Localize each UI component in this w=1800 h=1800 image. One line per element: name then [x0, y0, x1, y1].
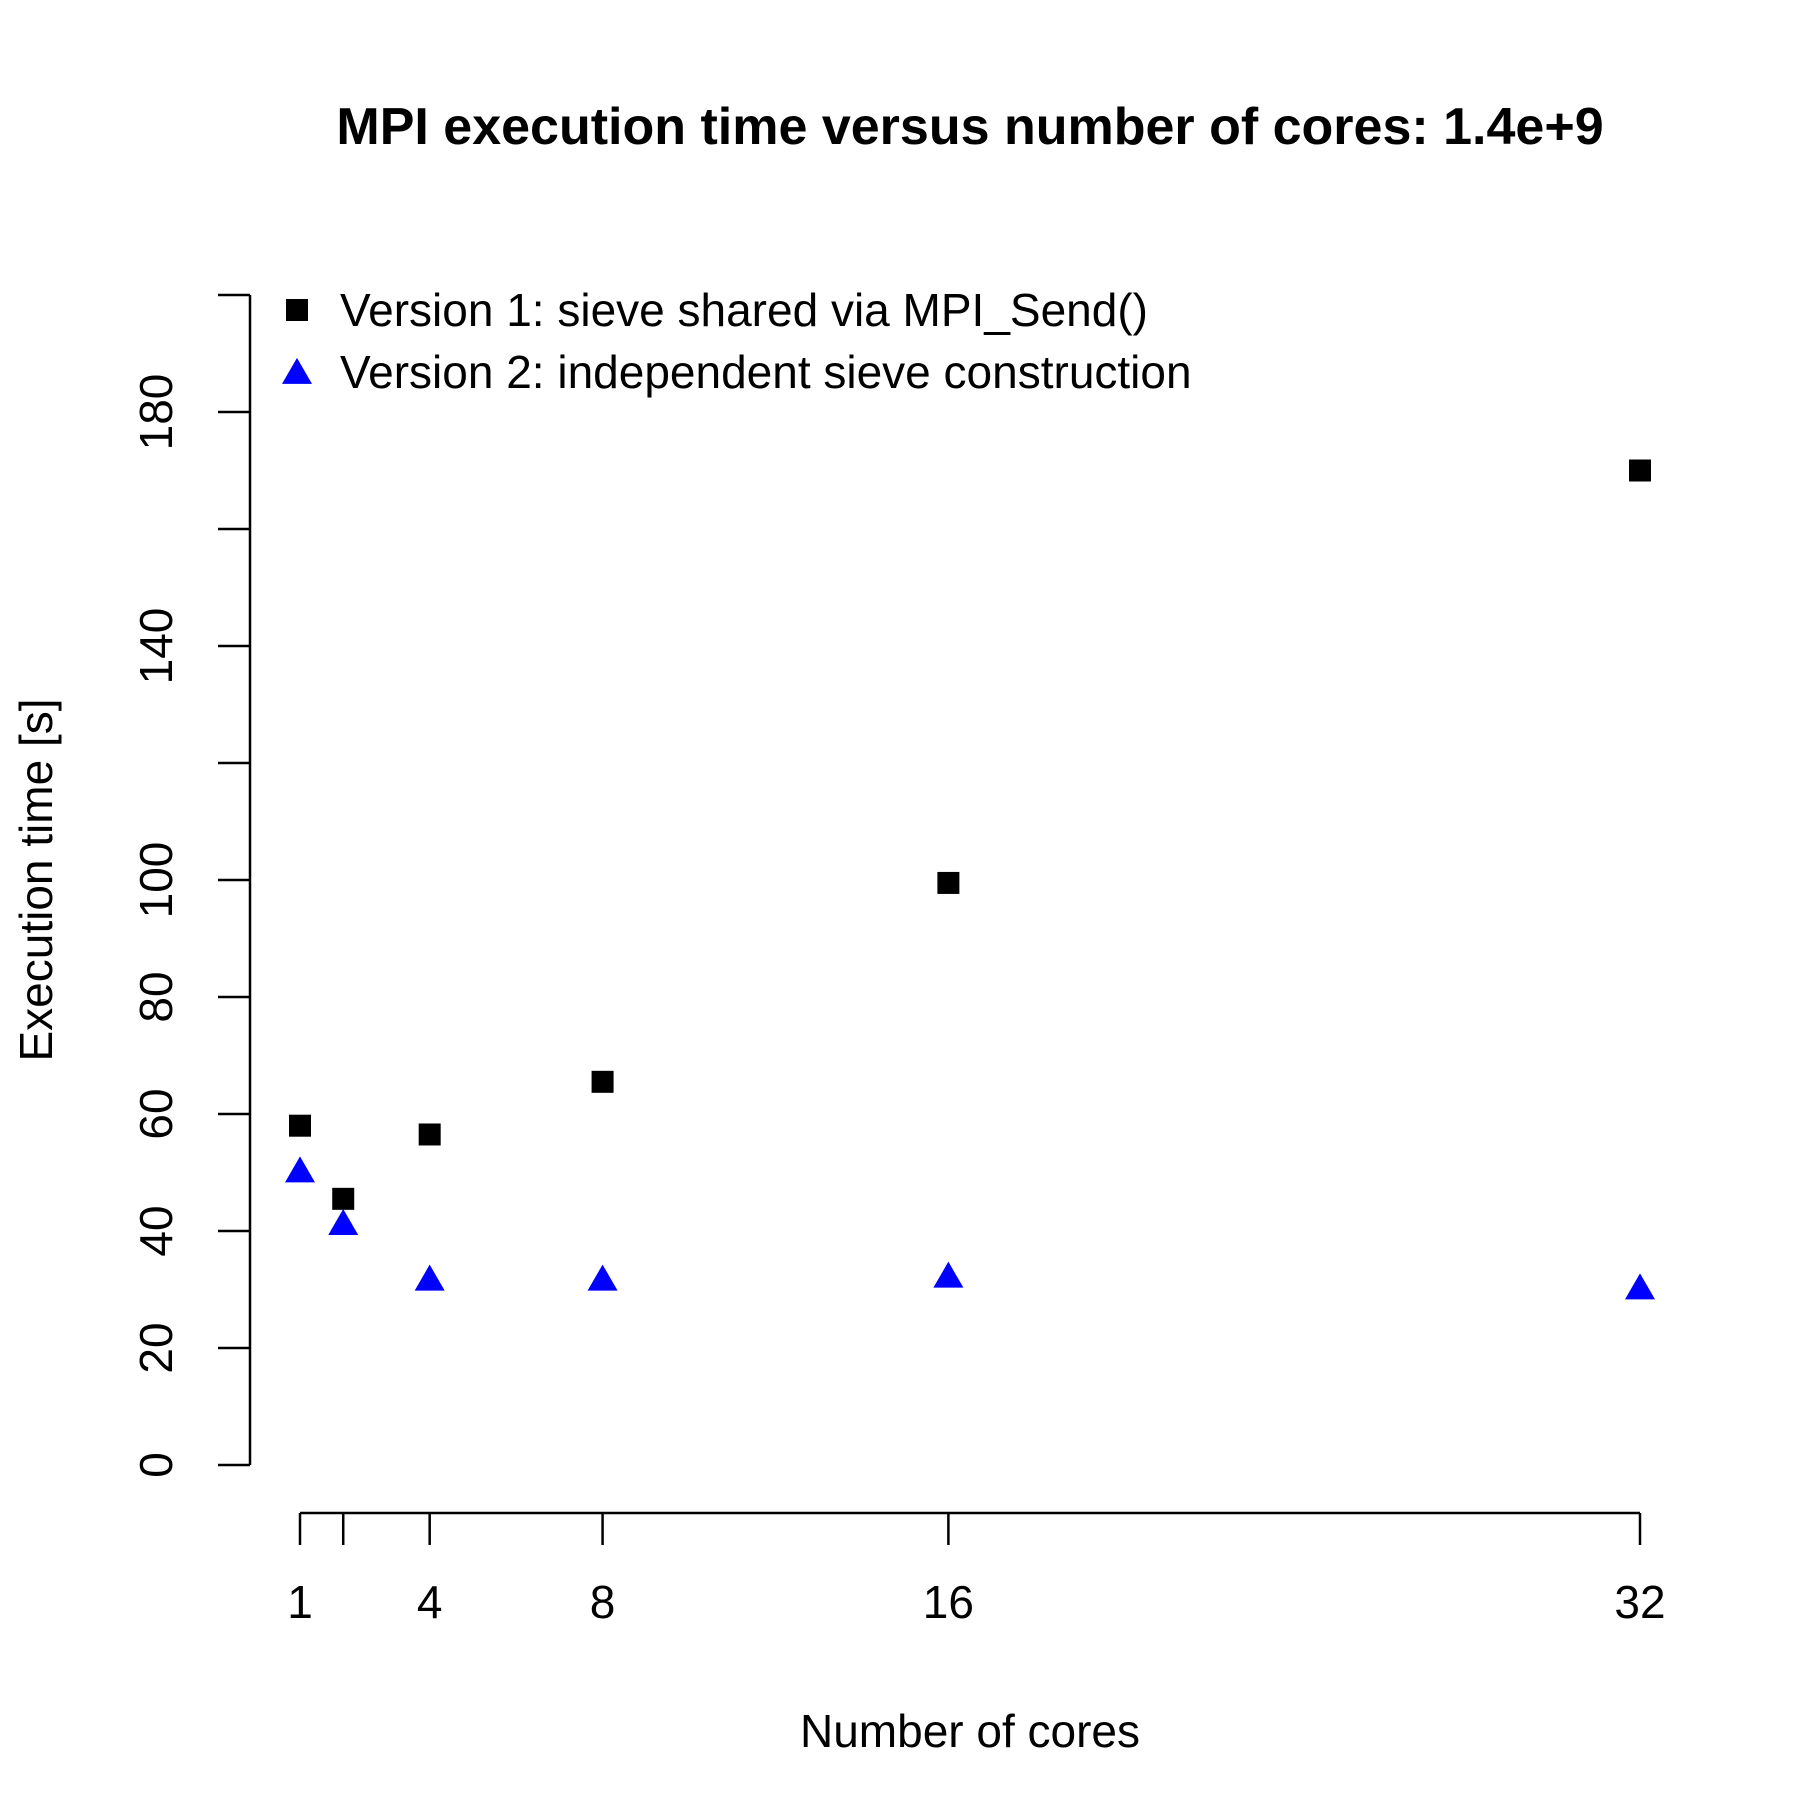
y-tick-label: 0 [130, 1452, 182, 1478]
chart-title: MPI execution time versus number of core… [336, 98, 1603, 156]
legend-square-marker [286, 299, 308, 321]
legend-entry-label: Version 2: independent sieve constructio… [340, 346, 1192, 398]
series-square-point [418, 1123, 441, 1146]
legend-triangle-marker [282, 357, 312, 384]
x-axis: 1 4 8 16 32 [287, 1511, 1666, 1628]
x-tick-label: 16 [923, 1576, 974, 1628]
series-triangle-point [1625, 1273, 1655, 1300]
y-tick-label: 180 [130, 374, 182, 451]
x-axis-label: Number of cores [800, 1705, 1140, 1757]
series-square-point [1629, 459, 1651, 482]
x-tick-label: 8 [590, 1576, 616, 1628]
x-tick-label: 32 [1614, 1576, 1665, 1628]
series-triangle-point [285, 1156, 315, 1183]
series-square-point [937, 871, 960, 894]
series-square-point [332, 1187, 355, 1210]
y-axis: 0 20 40 60 80 100 140 180 [130, 293, 252, 1478]
y-tick-label: 20 [130, 1322, 182, 1373]
series-triangle-point [328, 1209, 359, 1236]
y-tick-label: 140 [130, 608, 182, 685]
data-points [285, 459, 1655, 1300]
series-triangle-point [933, 1261, 964, 1288]
y-tick-label: 80 [130, 971, 182, 1022]
series-square-point [289, 1114, 311, 1137]
y-tick-label: 100 [130, 842, 182, 919]
y-tick-label: 40 [130, 1205, 182, 1256]
series-triangle-point [587, 1264, 618, 1291]
legend-entry-label: Version 1: sieve shared via MPI_Send() [340, 284, 1148, 336]
y-axis-label: Execution time [s] [10, 698, 62, 1061]
x-tick-label: 1 [287, 1576, 313, 1628]
legend: Version 1: sieve shared via MPI_Send() Ve… [282, 284, 1192, 398]
series-square-point [591, 1070, 614, 1093]
series-triangle-point [414, 1264, 445, 1291]
y-tick-label: 60 [130, 1088, 182, 1139]
x-tick-label: 4 [417, 1576, 443, 1628]
